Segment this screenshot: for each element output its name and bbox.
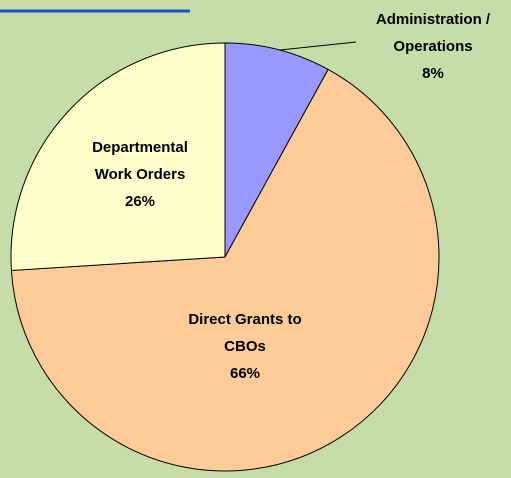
slice-label: CBOs	[224, 338, 266, 355]
pie-slice	[224, 42, 329, 258]
pie-slice	[10, 68, 440, 472]
slice-value-label: 66%	[230, 365, 260, 382]
slice-label: Departmental	[92, 139, 188, 156]
slice-label: Administration /	[376, 11, 491, 28]
leader-line	[279, 41, 357, 51]
slice-label: Direct Grants to	[188, 311, 301, 328]
title-area	[0, 0, 190, 12]
slice-label: Operations	[393, 38, 472, 55]
slice-value-label: 8%	[422, 65, 444, 82]
slice-label: Work Orders	[95, 166, 186, 183]
pie-slice	[10, 42, 226, 271]
slice-value-label: 26%	[125, 193, 155, 210]
